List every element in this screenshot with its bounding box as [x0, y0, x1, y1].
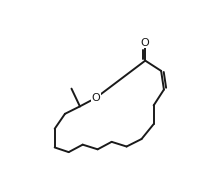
- Text: O: O: [141, 38, 150, 48]
- Text: O: O: [91, 93, 100, 103]
